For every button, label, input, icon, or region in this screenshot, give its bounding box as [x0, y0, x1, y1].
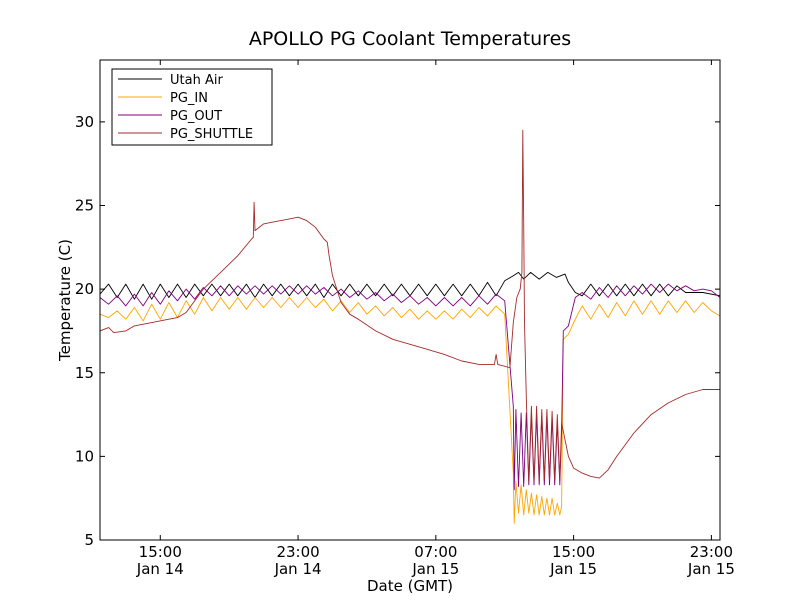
x-tick-label-time: 23:00 — [276, 543, 319, 561]
x-tick-label-date: Jan 15 — [411, 560, 459, 578]
y-tick-label: 20 — [75, 280, 94, 298]
legend-box — [111, 68, 273, 146]
x-tick-label-time: 07:00 — [414, 543, 457, 561]
series-layer — [100, 129, 720, 524]
legend-label: PG_IN — [170, 91, 208, 106]
y-tick-label: 15 — [75, 364, 94, 382]
x-tick-label-date: Jan 14 — [136, 560, 184, 578]
y-axis-label: Temperature (C) — [56, 239, 74, 362]
legend-label: Utah Air — [170, 73, 223, 88]
x-tick-label-date: Jan 14 — [274, 560, 322, 578]
plot-area-frame — [99, 59, 721, 541]
legend: Utah Air PG_IN PG_OUT PG_SHUTTLE — [111, 68, 273, 146]
x-tick-label-date: Jan 15 — [687, 560, 735, 578]
legend-label: PG_OUT — [170, 109, 222, 124]
y-tick-label: 5 — [84, 531, 94, 549]
x-tick-label-time: 15:00 — [552, 543, 595, 561]
x-tick-label-date: Jan 15 — [549, 560, 597, 578]
series-line-pg-shuttle — [100, 129, 720, 482]
x-axis-label: Date (GMT) — [367, 577, 453, 595]
x-tick-label-time: 23:00 — [690, 543, 733, 561]
y-tick-label: 10 — [75, 447, 94, 465]
series-line-pg-in — [100, 297, 720, 524]
series-line-pg-out — [100, 283, 720, 491]
y-tick-label: 30 — [75, 113, 94, 131]
x-tick-label-time: 15:00 — [139, 543, 182, 561]
y-tick-label: 25 — [75, 197, 94, 215]
legend-label: PG_SHUTTLE — [170, 127, 253, 142]
chart-title: APOLLO PG Coolant Temperatures — [249, 28, 571, 50]
